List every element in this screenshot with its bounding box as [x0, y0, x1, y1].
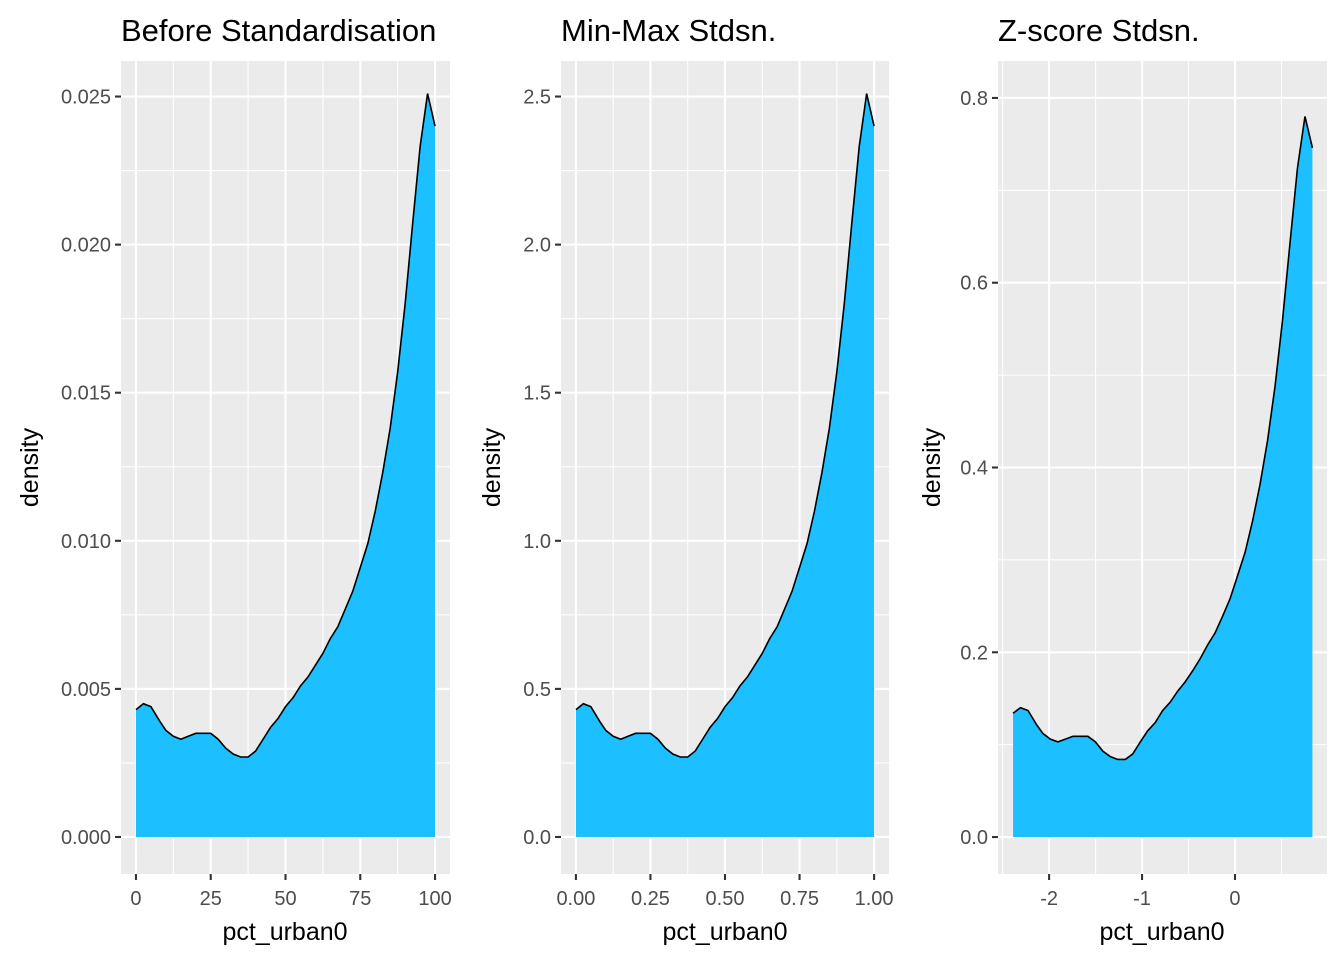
y-tick-label: 2.5	[523, 87, 551, 109]
x-tick-label: 0.75	[780, 888, 819, 910]
y-tick-label: 1.0	[523, 531, 551, 553]
y-tick-label: 0.0	[960, 827, 988, 849]
density-area	[1013, 116, 1313, 838]
y-tick-label: 0.4	[960, 458, 988, 480]
y-tick-label: 0.2	[960, 642, 988, 664]
y-tick-label: 2.0	[523, 235, 551, 257]
y-tick-label: 0.015	[61, 383, 111, 405]
panel-title: Min-Max Stdsn.	[561, 13, 776, 48]
y-axis-title: density	[478, 427, 506, 507]
y-tick-label: 0.0	[523, 827, 551, 849]
x-axis-title: pct_urban0	[1099, 918, 1224, 946]
y-tick-label: 0.5	[523, 679, 551, 701]
y-tick-label: 0.000	[61, 827, 111, 849]
y-tick-label: 0.8	[960, 88, 988, 110]
y-tick-label: 0.020	[61, 235, 111, 257]
density-curve	[135, 93, 436, 758]
x-tick-label: 0	[130, 888, 141, 910]
x-tick-label: 50	[274, 888, 296, 910]
density-curve	[1012, 116, 1314, 761]
x-tick-label: 0.50	[706, 888, 745, 910]
panel-z-score-stdsn: -2 -1 0 0.0 0.2 0.4 0.6 0.8 Z-score Stdsn. pct_u…	[918, 13, 1327, 946]
x-tick-label: -1	[1133, 888, 1151, 910]
x-tick-label: 1.00	[855, 888, 894, 910]
y-axis-title: density	[16, 427, 44, 507]
x-tick-label: 75	[349, 888, 371, 910]
density-curve	[575, 93, 875, 758]
y-tick-label: 0.010	[61, 531, 111, 553]
x-axis-title: pct_urban0	[662, 918, 787, 946]
y-axis-title: density	[918, 427, 946, 507]
panel-title: Before Standardisation	[121, 13, 436, 48]
density-area	[135, 93, 436, 837]
x-axis-title: pct_urban0	[222, 918, 347, 946]
density-area	[575, 93, 875, 837]
x-tick-label: 25	[200, 888, 222, 910]
plot-area: 0 25 50 75 100 0.000 0.005 0.010 0.015 0.020 0.025	[61, 61, 452, 910]
panel-min-max-stdsn: 0.00 0.25 0.50 0.75 1.00 0.0 0.5 1.0 1.5 2.0 2.5 Mi…	[478, 13, 894, 946]
plot-area: -2 -1 0 0.0 0.2 0.4 0.6 0.8	[960, 61, 1327, 910]
x-tick-label: 0.00	[556, 888, 595, 910]
panel-before-standardisation: 0 25 50 75 100 0.000 0.005 0.010 0.015 0.020 0.025…	[16, 13, 452, 946]
x-tick-label: 0	[1229, 888, 1240, 910]
x-tick-label: 100	[418, 888, 451, 910]
y-tick-label: 0.025	[61, 87, 111, 109]
y-tick-label: 0.6	[960, 273, 988, 295]
y-tick-label: 0.005	[61, 679, 111, 701]
x-tick-label: -2	[1040, 888, 1058, 910]
x-tick-label: 0.25	[631, 888, 670, 910]
plot-area: 0.00 0.25 0.50 0.75 1.00 0.0 0.5 1.0 1.5 2.0 2.5	[523, 61, 894, 910]
panel-title: Z-score Stdsn.	[998, 13, 1200, 48]
y-tick-label: 1.5	[523, 383, 551, 405]
